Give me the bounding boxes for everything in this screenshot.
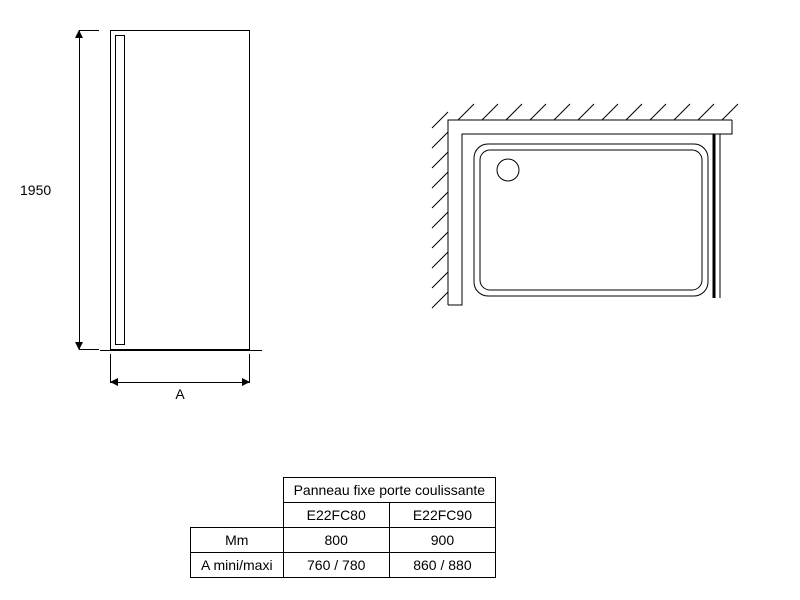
table-row: Panneau fixe porte coulissante (191, 478, 496, 503)
drain-icon (497, 159, 519, 181)
panel-elevation-view (110, 30, 250, 350)
row-mm-label: Mm (191, 528, 284, 553)
table-title: Panneau fixe porte coulissante (283, 478, 495, 503)
width-dimension: A (110, 372, 250, 402)
height-dimension-label: 1950 (20, 182, 51, 198)
table-row: Mm 800 900 (191, 528, 496, 553)
model-col2: E22FC90 (389, 503, 495, 528)
panel-baseline (100, 350, 262, 351)
row-a-col2: 860 / 880 (389, 553, 495, 578)
row-mm-col2: 900 (389, 528, 495, 553)
plan-view (430, 100, 750, 320)
width-dimension-label: A (110, 386, 250, 402)
panel-profile (115, 35, 125, 345)
model-col1: E22FC80 (283, 503, 389, 528)
spec-table: Panneau fixe porte coulissante E22FC80 E… (190, 477, 496, 578)
technical-drawing-canvas: 1950 A (0, 0, 800, 600)
height-dimension: 1950 (64, 30, 94, 350)
table-row: A mini/maxi 760 / 780 860 / 880 (191, 553, 496, 578)
table-row: E22FC80 E22FC90 (191, 503, 496, 528)
row-a-col1: 760 / 780 (283, 553, 389, 578)
row-mm-col1: 800 (283, 528, 389, 553)
row-a-label: A mini/maxi (191, 553, 284, 578)
